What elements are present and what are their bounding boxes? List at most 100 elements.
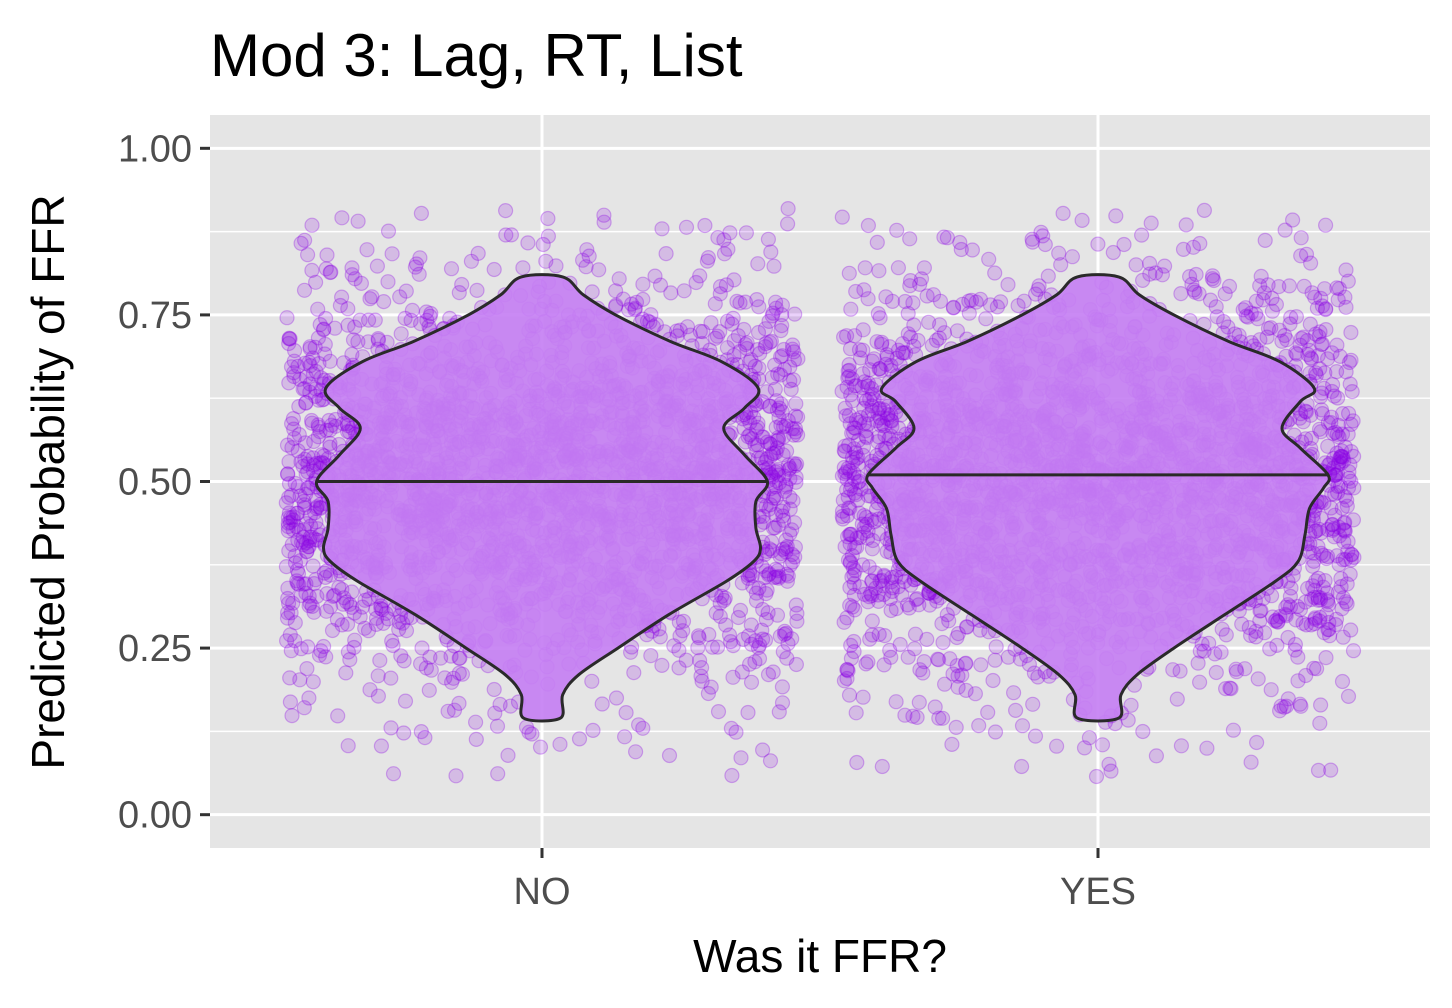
data-point xyxy=(1292,601,1309,618)
data-point xyxy=(856,415,873,432)
data-point xyxy=(772,628,788,644)
data-point xyxy=(1250,671,1266,687)
data-point xyxy=(287,343,303,359)
data-point xyxy=(280,518,296,535)
data-point xyxy=(369,258,385,274)
data-point xyxy=(760,231,777,247)
data-point xyxy=(414,640,430,656)
data-point xyxy=(451,285,467,301)
data-point xyxy=(707,296,723,312)
data-point xyxy=(782,460,798,476)
data-point xyxy=(452,650,468,666)
data-point xyxy=(672,322,688,338)
data-point xyxy=(396,725,412,741)
data-point xyxy=(310,521,326,537)
data-point xyxy=(285,509,301,525)
data-point xyxy=(301,354,317,370)
data-point xyxy=(786,456,802,472)
data-point xyxy=(780,201,796,217)
data-point xyxy=(469,282,485,298)
data-point xyxy=(1218,627,1234,643)
data-point xyxy=(764,445,781,461)
data-point xyxy=(298,369,314,385)
data-point xyxy=(584,673,600,689)
data-point xyxy=(282,514,298,531)
data-point xyxy=(710,230,726,246)
data-point xyxy=(305,674,321,690)
data-point xyxy=(594,696,610,712)
data-point xyxy=(716,232,732,248)
data-point xyxy=(398,622,415,639)
data-point xyxy=(707,330,724,346)
data-point xyxy=(313,370,329,386)
data-point xyxy=(764,543,780,559)
data-point xyxy=(841,687,858,703)
data-point xyxy=(920,314,937,330)
data-point xyxy=(1090,236,1106,252)
data-point xyxy=(747,633,764,649)
data-point xyxy=(375,615,391,632)
data-point xyxy=(468,714,484,730)
data-point xyxy=(778,443,795,459)
data-point xyxy=(743,352,759,368)
data-point xyxy=(336,355,352,371)
data-point xyxy=(703,315,719,331)
data-point xyxy=(524,726,540,742)
data-point xyxy=(688,274,704,291)
data-point xyxy=(776,341,792,358)
data-point xyxy=(292,371,308,387)
data-point xyxy=(748,585,765,601)
data-point xyxy=(370,331,386,347)
data-point xyxy=(626,664,642,681)
data-point xyxy=(627,302,643,318)
data-point xyxy=(719,340,736,356)
data-point xyxy=(989,299,1006,315)
data-point xyxy=(985,672,1001,689)
data-point xyxy=(932,293,949,309)
data-point xyxy=(321,412,337,429)
data-point xyxy=(694,673,710,689)
data-point xyxy=(774,297,791,313)
data-point xyxy=(690,628,707,644)
data-point xyxy=(712,608,728,625)
data-point xyxy=(630,717,647,733)
data-point xyxy=(305,558,321,574)
data-point xyxy=(1344,384,1360,400)
data-point xyxy=(774,318,790,334)
data-point xyxy=(1133,227,1150,243)
data-point xyxy=(302,508,318,524)
data-point xyxy=(299,660,315,677)
data-point xyxy=(618,704,634,721)
data-point xyxy=(340,417,356,434)
data-point xyxy=(1135,723,1151,740)
data-point xyxy=(289,505,305,522)
data-point xyxy=(712,286,728,302)
data-point xyxy=(281,335,297,352)
data-point xyxy=(739,340,755,357)
data-point xyxy=(773,417,789,433)
data-point xyxy=(773,545,789,562)
data-point xyxy=(839,661,855,678)
data-point xyxy=(297,500,313,516)
data-point xyxy=(335,416,351,432)
data-point xyxy=(615,291,631,307)
data-point xyxy=(408,256,425,272)
data-point xyxy=(780,413,796,429)
data-point xyxy=(752,345,768,362)
data-point xyxy=(749,292,765,308)
data-point xyxy=(279,310,295,326)
data-point xyxy=(758,498,774,514)
data-point xyxy=(293,587,309,604)
data-point xyxy=(782,501,798,517)
data-point xyxy=(290,479,306,495)
data-point xyxy=(322,353,338,369)
data-point xyxy=(397,693,414,709)
data-point xyxy=(692,323,708,339)
data-point xyxy=(944,736,960,753)
data-point xyxy=(767,479,784,495)
data-point xyxy=(340,644,356,660)
data-point xyxy=(763,333,780,349)
data-point xyxy=(778,625,794,641)
data-point xyxy=(326,587,342,604)
data-point xyxy=(836,614,852,630)
